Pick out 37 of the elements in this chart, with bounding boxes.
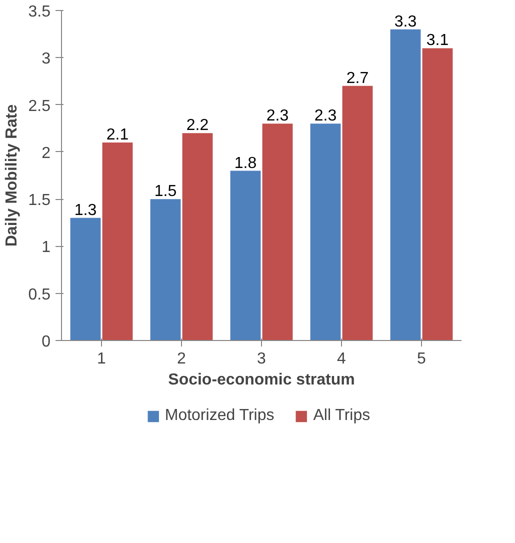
- data-label: 3.1: [426, 32, 449, 50]
- y-tick-label: 2.5: [28, 98, 51, 115]
- y-tick-label: 0: [42, 334, 51, 350]
- x-tick-label: 2: [177, 350, 186, 368]
- bar: [230, 170, 261, 340]
- bar: [150, 199, 181, 340]
- y-tick-label: 1: [42, 239, 51, 256]
- data-label: 1.5: [154, 183, 177, 200]
- x-tick-label: 5: [417, 350, 426, 368]
- bar: [102, 142, 133, 340]
- data-label: 3.3: [394, 13, 417, 30]
- data-label: 2.7: [346, 70, 369, 87]
- bar: [390, 29, 421, 340]
- bar: [422, 48, 453, 340]
- data-label: 2.3: [314, 108, 337, 125]
- data-label: 2.2: [186, 117, 209, 134]
- y-tick-label: 3: [42, 50, 51, 68]
- x-axis-title: Socio-economic stratum: [168, 372, 355, 388]
- legend-label: Motorized Trips: [164, 407, 274, 425]
- data-label: 1.8: [234, 154, 257, 172]
- x-tick-label: 1: [97, 350, 106, 368]
- bar: [262, 124, 293, 340]
- y-tick-label: 3.5: [28, 4, 51, 20]
- bar: [310, 124, 341, 340]
- x-tick-label: 3: [257, 350, 266, 368]
- y-axis-title: Daily Mobility Rate: [3, 104, 20, 247]
- y-tick-label: 1.5: [28, 192, 51, 210]
- bar: [70, 218, 101, 340]
- legend-label: All Trips: [313, 407, 370, 425]
- data-label: 1.3: [74, 202, 97, 219]
- bar: [342, 86, 373, 340]
- x-tick-label: 4: [337, 350, 346, 368]
- y-tick-label: 2: [42, 144, 51, 162]
- data-label: 2.3: [266, 108, 289, 125]
- bar: [182, 133, 213, 340]
- y-tick-label: 0.5: [28, 286, 51, 304]
- data-label: 2.1: [106, 126, 129, 144]
